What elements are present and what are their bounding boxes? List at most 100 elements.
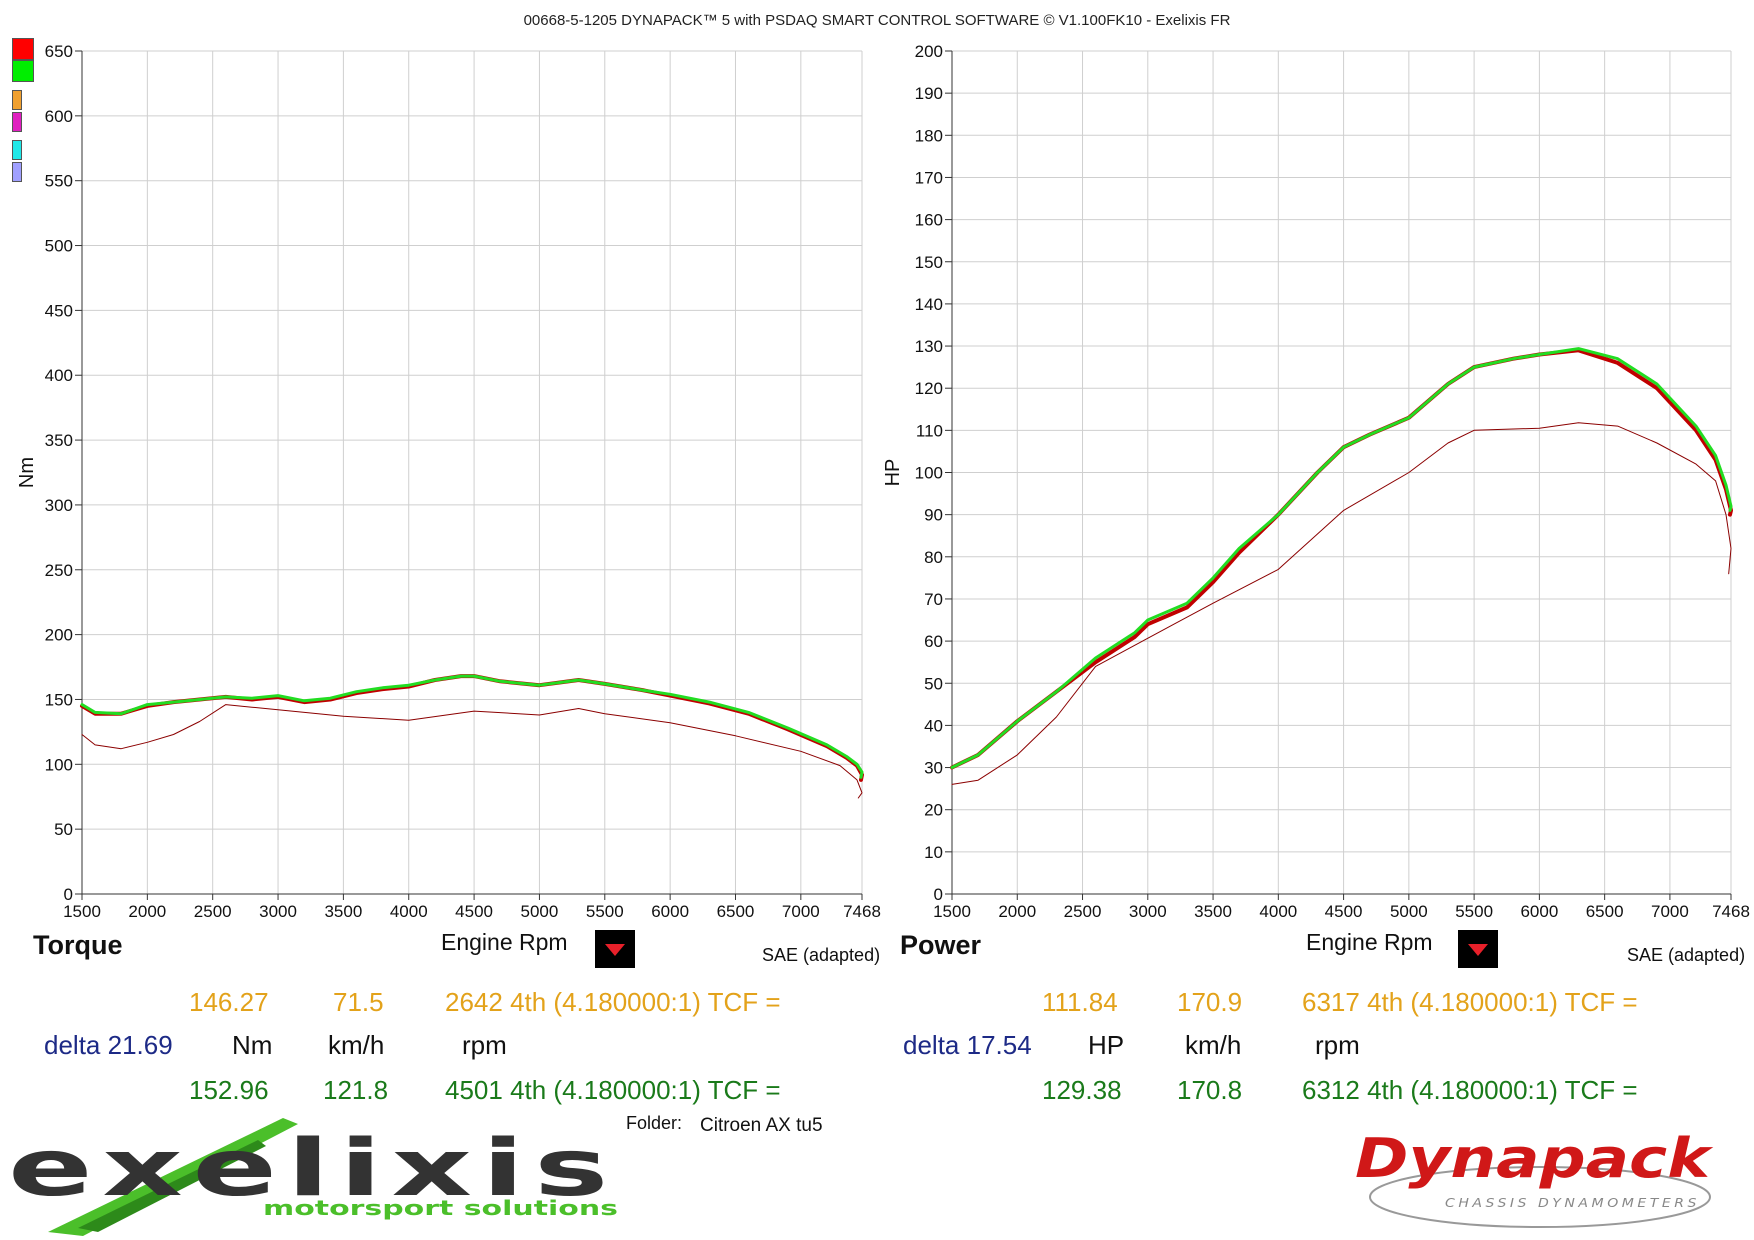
torque-xlabel: Engine Rpm — [441, 929, 568, 955]
torque-correction: SAE (adapted) — [762, 945, 881, 965]
y-tick-label: 30 — [924, 759, 943, 778]
dynapack-wordmark: Dynapack — [1355, 1127, 1714, 1190]
series-line-1 — [950, 348, 1733, 770]
x-tick-label: 3500 — [324, 902, 362, 921]
y-tick-label: 10 — [924, 843, 943, 862]
y-tick-label: 400 — [45, 366, 73, 385]
y-tick-label: 60 — [924, 632, 943, 651]
grid — [945, 50, 1732, 900]
series-line-3 — [951, 422, 1732, 785]
y-tick-label: 150 — [45, 690, 73, 709]
power-row3-value: 129.38 — [1042, 1075, 1122, 1105]
y-tick-label: 100 — [45, 755, 73, 774]
y-tick-label: 250 — [45, 561, 73, 580]
torque-speed-unit: km/h — [328, 1030, 385, 1060]
y-tick-label: 500 — [45, 237, 73, 256]
series-line-3 — [81, 704, 863, 799]
folder-label: Folder: — [626, 1113, 683, 1133]
y-tick-label: 100 — [915, 464, 943, 483]
torque-chart: 1500 2000 2500 3000 3500 4000 4500 5000 5500 6000… — [16, 42, 881, 921]
x-tick-label: 5000 — [521, 902, 559, 921]
legend-swatch — [12, 162, 22, 182]
x-tick-label: 3000 — [259, 902, 297, 921]
dynapack-tagline: CHASSIS DYNAMOMETERS — [1445, 1196, 1700, 1210]
x-tick-label: 7468 — [1712, 902, 1750, 921]
x-tick-label: 4000 — [390, 902, 428, 921]
y-tick-label: 300 — [45, 496, 73, 515]
y-tick-label: 40 — [924, 716, 943, 735]
y-axis-label: Nm — [16, 457, 38, 488]
x-tick-label: 2000 — [998, 902, 1036, 921]
x-tick-label: 2500 — [1064, 902, 1102, 921]
grid — [75, 50, 863, 900]
x-tick-label: 5500 — [586, 902, 624, 921]
y-tick-label: 650 — [45, 42, 73, 61]
power-delta: delta 17.54 — [903, 1030, 1032, 1060]
torque-row3-value: 152.96 — [189, 1075, 269, 1105]
torque-row1-rpm-gear: 2642 4th (4.180000:1) TCF = — [445, 987, 781, 1017]
y-tick-label: 190 — [915, 84, 943, 103]
x-tick-label: 7468 — [843, 902, 881, 921]
torque-unit: Nm — [232, 1030, 273, 1060]
power-rpm-dropdown-button[interactable] — [1458, 930, 1498, 968]
y-tick-label: 170 — [915, 168, 943, 187]
x-tick-label: 4500 — [1325, 902, 1363, 921]
x-tick-label: 5000 — [1390, 902, 1428, 921]
y-tick-label: 140 — [915, 295, 943, 314]
y-tick-label: 120 — [915, 379, 943, 398]
power-speed-unit: km/h — [1185, 1030, 1242, 1060]
series-line-2 — [950, 347, 1733, 769]
power-row3-speed: 170.8 — [1177, 1075, 1243, 1105]
torque-row1-value: 146.27 — [189, 987, 269, 1017]
y-tick-label: 50 — [54, 820, 73, 839]
x-tick-label: 3000 — [1129, 902, 1167, 921]
legend-swatch — [12, 140, 22, 160]
power-chart: 1500 2000 2500 3000 3500 4000 4500 5000 5500 6000… — [882, 42, 1750, 921]
power-unit: HP — [1088, 1030, 1125, 1060]
power-title: Power — [900, 930, 982, 960]
torque-rpm-unit: rpm — [462, 1030, 507, 1060]
torque-delta: delta 21.69 — [44, 1030, 173, 1060]
torque-rpm-dropdown-button[interactable] — [595, 930, 635, 968]
dynapack-logo: Dynapack CHASSIS DYNAMOMETERS — [1355, 1127, 1714, 1228]
exelixis-tagline: motorsport solutions — [263, 1196, 618, 1220]
legend-swatch — [12, 38, 34, 60]
y-tick-label: 90 — [924, 506, 943, 525]
x-tick-label: 6500 — [717, 902, 755, 921]
x-tick-label: 6500 — [1586, 902, 1624, 921]
power-correction: SAE (adapted) — [1627, 945, 1746, 965]
x-tick-label: 4500 — [455, 902, 493, 921]
x-tick-label: 1500 — [63, 902, 101, 921]
y-tick-label: 0 — [934, 885, 943, 904]
y-tick-label: 450 — [45, 301, 73, 320]
y-tick-label: 20 — [924, 801, 943, 820]
y-tick-label: 200 — [45, 626, 73, 645]
exelixis-wordmark: exelixis — [8, 1124, 618, 1214]
legend-swatch — [12, 60, 34, 82]
y-tick-label: 130 — [915, 337, 943, 356]
x-tick-label: 2000 — [128, 902, 166, 921]
report-header: 00668-5-1205 DYNAPACK™ 5 with PSDAQ SMAR… — [523, 12, 1231, 29]
x-tick-label: 7000 — [1651, 902, 1689, 921]
x-tick-label: 1500 — [933, 902, 971, 921]
torque-row3-rpm-gear: 4501 4th (4.180000:1) TCF = — [445, 1075, 781, 1105]
y-tick-label: 110 — [916, 421, 943, 440]
x-tick-label: 4000 — [1259, 902, 1297, 921]
power-row1-value: 111.84 — [1042, 987, 1118, 1017]
dropdown-triangle-icon — [605, 944, 625, 956]
y-tick-label: 200 — [915, 42, 943, 61]
x-tick-label: 6000 — [651, 902, 689, 921]
y-axis-label: HP — [882, 459, 904, 487]
series-line-2 — [80, 674, 864, 779]
x-tick-label: 2500 — [194, 902, 232, 921]
y-tick-label: 50 — [924, 674, 943, 693]
power-rpm-unit: rpm — [1315, 1030, 1360, 1060]
power-xlabel: Engine Rpm — [1306, 929, 1433, 955]
y-tick-label: 150 — [915, 253, 943, 272]
y-tick-label: 180 — [915, 126, 943, 145]
folder-value: Citroen AX tu5 — [700, 1115, 823, 1136]
y-tick-label: 80 — [924, 548, 943, 567]
x-tick-label: 7000 — [782, 902, 820, 921]
y-tick-label: 70 — [924, 590, 943, 609]
exelixis-logo: exelixis motorsport solutions — [8, 1118, 618, 1236]
